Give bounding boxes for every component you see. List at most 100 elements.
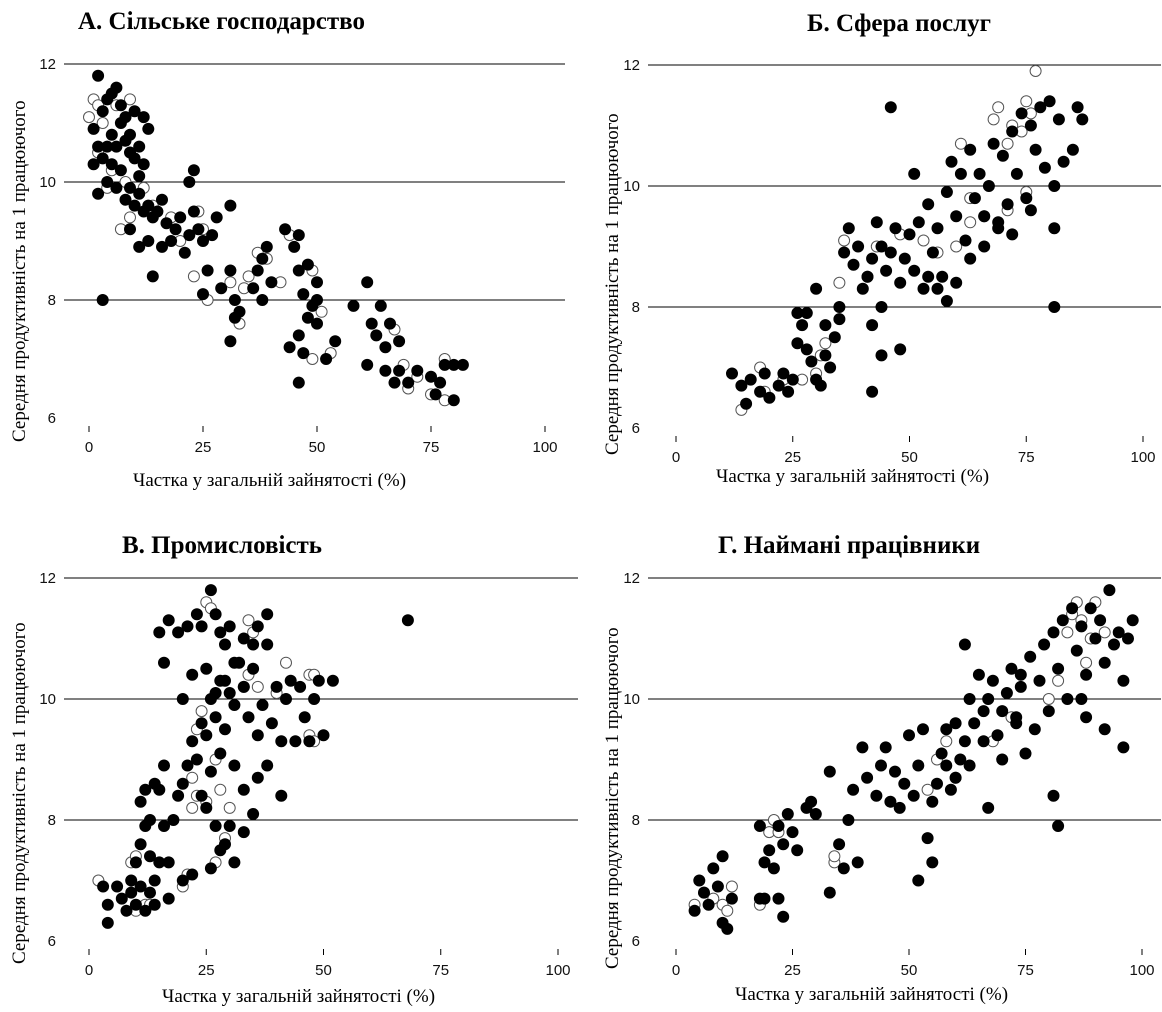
chart-d-point-filled xyxy=(982,801,995,814)
chart-a-point-filled xyxy=(429,388,442,401)
chart-b-point-filled xyxy=(791,337,804,350)
chart-a-point-filled xyxy=(124,128,136,141)
chart-d-point-filled xyxy=(972,668,985,681)
chart-c-point-filled xyxy=(223,620,236,633)
chart-c-point-filled xyxy=(172,789,185,802)
chart-c-point-filled xyxy=(97,880,110,893)
chart-d-point-filled xyxy=(1010,717,1023,730)
chart-d-point-open xyxy=(1098,626,1111,639)
chart-a-point-filled xyxy=(402,376,415,389)
chart-a-point-filled xyxy=(128,152,141,165)
chart-b-point-open xyxy=(833,276,846,289)
chart-a-point-filled xyxy=(434,376,447,389)
chart-d-point-filled xyxy=(889,765,901,778)
chart-b-point-filled xyxy=(786,373,799,386)
chart-b-x-tick-label: 25 xyxy=(784,449,801,466)
chart-d-point-filled xyxy=(1005,662,1018,675)
chart-b-point-filled xyxy=(819,349,832,362)
chart-c-point-filled xyxy=(294,680,307,693)
chart-b-point-filled xyxy=(744,373,757,386)
chart-b-point-filled xyxy=(922,198,935,211)
chart-d-point-filled xyxy=(1028,723,1041,736)
chart-b-point-filled xyxy=(875,301,888,313)
chart-d-point-filled xyxy=(1075,693,1088,705)
chart-c-y-tick-label: 10 xyxy=(39,691,56,708)
chart-c-x-axis-label: Частка у загальній зайнятості (%) xyxy=(162,986,436,1007)
chart-c-point-filled xyxy=(144,886,156,899)
chart-d-point-filled xyxy=(1080,711,1093,724)
chart-d-point-filled xyxy=(1117,674,1130,687)
chart-d-point-filled xyxy=(954,753,967,766)
chart-d-point-filled xyxy=(1089,632,1102,645)
chart-a-point-filled xyxy=(206,229,219,242)
chart-b-point-filled xyxy=(1010,167,1023,180)
chart-d-point-filled xyxy=(903,729,915,742)
chart-b-y-tick-label: 10 xyxy=(623,178,640,195)
chart-d-point-filled xyxy=(1024,650,1037,663)
chart-a-point-filled xyxy=(133,187,146,200)
chart-a-point-filled xyxy=(224,264,237,277)
chart-b-point-filled xyxy=(894,276,907,289)
chart-b-y-tick-label: 6 xyxy=(632,420,640,437)
chart-d-x-tick-label: 0 xyxy=(672,962,680,979)
chart-b-point-filled xyxy=(898,252,911,265)
chart-a-point-filled xyxy=(279,223,292,236)
chart-d-point-filled xyxy=(707,862,720,875)
chart-panel-a: 6 8 10 12 0 25 50 75 100 А. Сільське господарств… xyxy=(0,0,581,506)
chart-c-title: В. Промисловість xyxy=(122,532,323,559)
chart-b-point-filled xyxy=(940,295,953,307)
chart-b-point-filled xyxy=(824,361,837,374)
chart-d-point-filled xyxy=(837,862,850,875)
chart-d-point-filled xyxy=(1014,680,1027,693)
chart-d-point-filled xyxy=(1112,626,1125,639)
chart-d-point-filled xyxy=(921,832,934,845)
chart-b-point-filled xyxy=(959,234,972,247)
chart-d-point-filled xyxy=(879,741,892,754)
chart-d-point-filled xyxy=(688,904,701,917)
chart-b-point-filled xyxy=(763,391,776,404)
chart-a-point-filled xyxy=(160,217,173,230)
chart-c-point-filled xyxy=(204,584,217,597)
chart-a-point-filled xyxy=(96,294,109,306)
chart-c-point-filled xyxy=(251,620,264,633)
chart-panel-d: 6 8 10 12 0 25 50 75 100 Г. Наймані працівники Ч… xyxy=(581,506,1162,1012)
chart-d-point-filled xyxy=(912,874,925,887)
chart-d-point-filled xyxy=(721,922,734,935)
chart-a-point-filled xyxy=(260,240,273,253)
chart-a-point-filled xyxy=(393,364,406,377)
chart-c-point-filled xyxy=(228,856,241,869)
chart-c-point-filled xyxy=(209,820,222,832)
chart-a-point-open xyxy=(187,270,200,283)
chart-b-point-filled xyxy=(777,367,790,380)
chart-d-point-filled xyxy=(772,892,785,905)
chart-c-point-filled xyxy=(219,638,231,651)
chart-a-x-tick-label: 75 xyxy=(423,439,440,456)
chart-a-point-filled xyxy=(374,299,387,312)
chart-c-point-filled xyxy=(153,626,166,639)
chart-a-point-filled xyxy=(133,170,146,183)
chart-b-point-filled xyxy=(973,167,986,180)
chart-c-point-filled xyxy=(204,765,217,778)
chart-c-point-filled xyxy=(176,777,189,790)
chart-b-point-filled xyxy=(833,313,846,326)
chart-d-point-filled xyxy=(968,717,981,730)
chart-b-point-open xyxy=(964,216,977,229)
chart-b-point-filled xyxy=(884,246,897,259)
chart-d-point-filled xyxy=(823,765,836,778)
chart-c-point-filled xyxy=(139,783,152,796)
chart-c-point-filled xyxy=(111,880,124,893)
chart-b-point-filled xyxy=(1015,107,1028,120)
chart-d-point-filled xyxy=(1047,789,1060,802)
chart-b-point-filled xyxy=(1001,198,1014,211)
chart-a-point-open xyxy=(96,117,109,129)
chart-d-point-filled xyxy=(758,892,771,905)
chart-a-point-filled xyxy=(210,211,223,224)
chart-c-point-filled xyxy=(265,717,278,730)
chart-c-point-filled xyxy=(312,674,325,687)
chart-d-point-filled xyxy=(977,735,990,748)
chart-c-point-filled xyxy=(237,632,250,645)
chart-c-point-filled xyxy=(148,874,161,887)
chart-d-point-filled xyxy=(931,777,943,790)
chart-c-point-open xyxy=(251,680,264,693)
chart-b-x-tick-label: 100 xyxy=(1130,449,1155,466)
